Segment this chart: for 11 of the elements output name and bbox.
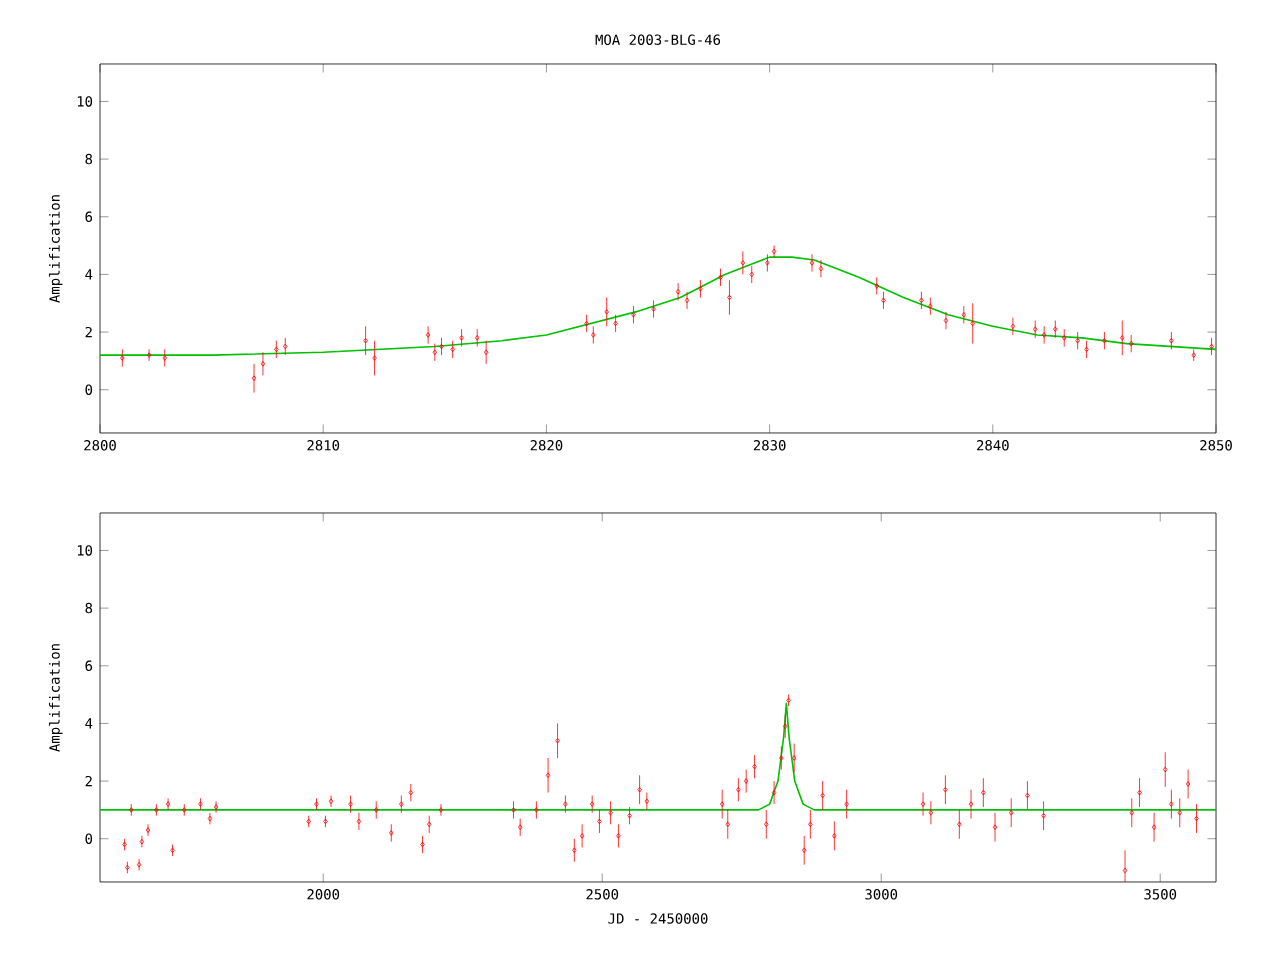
point: [146, 352, 152, 358]
point: [943, 317, 949, 324]
point: [809, 260, 815, 266]
line-series: [100, 702, 1217, 811]
point: [818, 265, 824, 272]
point: [675, 288, 681, 295]
point: [771, 248, 777, 255]
point: [684, 297, 690, 304]
point: [1041, 332, 1047, 338]
point: [425, 332, 431, 338]
point: [1010, 323, 1016, 330]
